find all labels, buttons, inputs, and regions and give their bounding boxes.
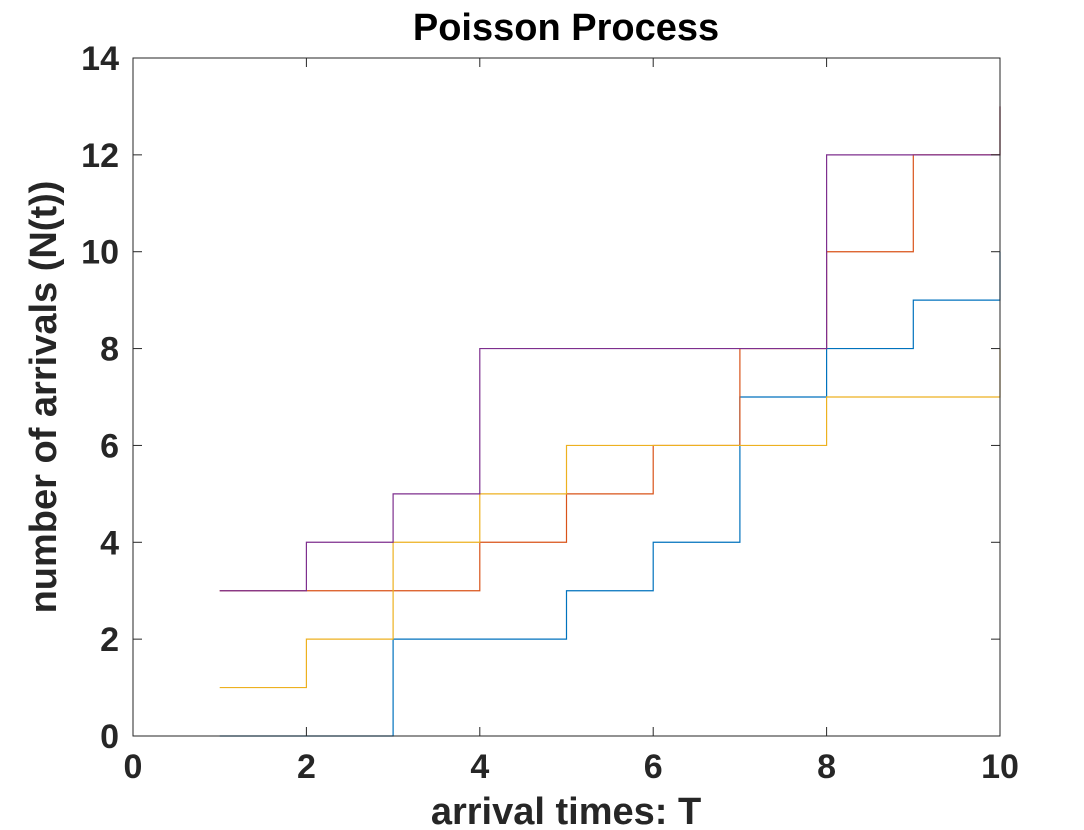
series-line-1 [219,251,1001,737]
x-tick-label: 8 [817,748,836,786]
y-tick-label: 4 [100,524,119,562]
y-tick-label: 14 [81,40,119,78]
x-axis-label: arrival times: T [431,791,701,830]
series-line-3 [219,348,1001,689]
y-tick-label: 8 [100,331,119,369]
x-axis: 0 2 4 6 8 10 [124,58,1019,786]
y-tick-label: 10 [81,234,119,272]
plot-series [219,106,1001,737]
x-tick-label: 6 [644,748,663,786]
series-line-4 [219,106,1001,592]
y-axis: 0 2 4 6 8 10 12 14 [81,40,1000,756]
y-tick-label: 6 [100,427,119,465]
x-tick-label: 4 [470,748,489,786]
x-tick-label: 10 [981,748,1019,786]
x-tick-label: 2 [297,748,316,786]
x-tick-label: 0 [124,748,143,786]
y-tick-label: 0 [100,718,119,756]
y-tick-label: 12 [81,137,119,175]
chart-title: Poisson Process [413,7,719,49]
axes-box [132,57,1001,737]
y-axis-label: number of arrivals (N(t)) [23,181,65,614]
y-tick-label: 2 [100,621,119,659]
